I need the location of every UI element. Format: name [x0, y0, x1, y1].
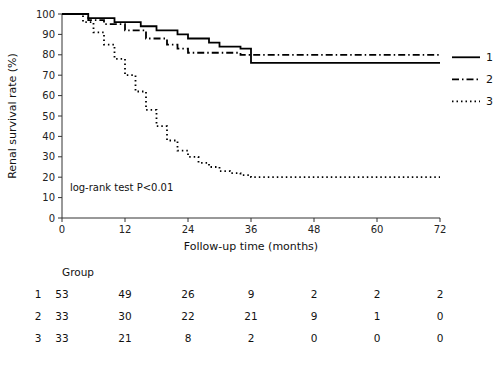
table-value: 49: [118, 288, 131, 300]
table-value: 0: [437, 332, 444, 344]
table-group: 3: [35, 332, 42, 344]
table-value: 30: [118, 310, 131, 322]
y-tick: [58, 218, 62, 219]
plot-area: [62, 14, 440, 177]
table-value: 2: [248, 332, 255, 344]
x-tick: [188, 218, 189, 222]
y-tick: [58, 136, 62, 137]
x-tick-label: 72: [434, 224, 447, 235]
legend-label: 3: [486, 95, 493, 108]
y-tick-label: 90: [42, 29, 55, 40]
y-tick: [58, 34, 62, 35]
survival-curve: [62, 14, 440, 55]
x-tick-label: 12: [119, 224, 132, 235]
x-tick-label: 48: [308, 224, 321, 235]
x-tick: [440, 218, 441, 222]
table-value: 2: [311, 288, 318, 300]
x-tick-label: 0: [59, 224, 65, 235]
y-tick-label: 20: [42, 172, 55, 183]
y-tick: [58, 54, 62, 55]
table-value: 26: [181, 288, 195, 300]
y-tick-label: 70: [42, 70, 55, 81]
table-group: 1: [35, 288, 42, 300]
table-header: Group: [62, 266, 94, 278]
table-value: 22: [181, 310, 194, 322]
x-tick: [62, 218, 63, 222]
x-tick: [251, 218, 252, 222]
legend-label: 1: [486, 51, 493, 64]
x-axis-label: Follow-up time (months): [184, 240, 318, 253]
legend-swatch: [452, 78, 480, 80]
x-tick-label: 60: [371, 224, 384, 235]
table-value: 9: [311, 310, 318, 322]
table-value: 21: [118, 332, 131, 344]
y-tick-label: 50: [42, 111, 55, 122]
y-tick: [58, 156, 62, 157]
legend-swatch: [452, 100, 480, 102]
table-value: 2: [437, 288, 444, 300]
annotation: log-rank test P<0.01: [70, 182, 173, 193]
legend: 1 2 3: [452, 51, 493, 108]
y-tick-label: 0: [49, 213, 55, 224]
risk-table: Group153492692222333022219103332182000: [35, 266, 444, 344]
y-tick-label: 40: [42, 131, 55, 142]
x-tick: [314, 218, 315, 222]
survival-curve: [62, 14, 440, 63]
table-value: 9: [248, 288, 255, 300]
table-value: 33: [55, 332, 68, 344]
table-value: 0: [311, 332, 318, 344]
x-tick: [377, 218, 378, 222]
x-tick: [125, 218, 126, 222]
table-value: 0: [374, 332, 381, 344]
y-tick: [58, 14, 62, 15]
y-tick: [58, 95, 62, 96]
legend-label: 2: [486, 73, 493, 86]
legend-swatch: [452, 56, 480, 58]
y-tick-label: 10: [42, 192, 55, 203]
y-tick: [58, 75, 62, 76]
table-value: 8: [185, 332, 192, 344]
y-tick: [58, 197, 62, 198]
x-tick-label: 24: [182, 224, 195, 235]
y-tick-label: 80: [42, 49, 55, 60]
table-value: 0: [437, 310, 444, 322]
table-value: 33: [55, 310, 68, 322]
y-tick: [58, 177, 62, 178]
y-tick-label: 100: [36, 9, 55, 20]
table-value: 1: [374, 310, 381, 322]
chart: 01224364860720102030405060708090100Follo…: [0, 0, 500, 367]
y-tick: [58, 116, 62, 117]
table-group: 2: [35, 310, 42, 322]
table-value: 21: [244, 310, 257, 322]
y-tick-label: 30: [42, 151, 55, 162]
survival-curve: [62, 14, 440, 177]
table-value: 2: [374, 288, 381, 300]
x-tick-label: 36: [245, 224, 258, 235]
y-axis-label: Renal survival rate (%): [6, 53, 19, 179]
table-value: 53: [55, 288, 68, 300]
y-tick-label: 60: [42, 90, 55, 101]
